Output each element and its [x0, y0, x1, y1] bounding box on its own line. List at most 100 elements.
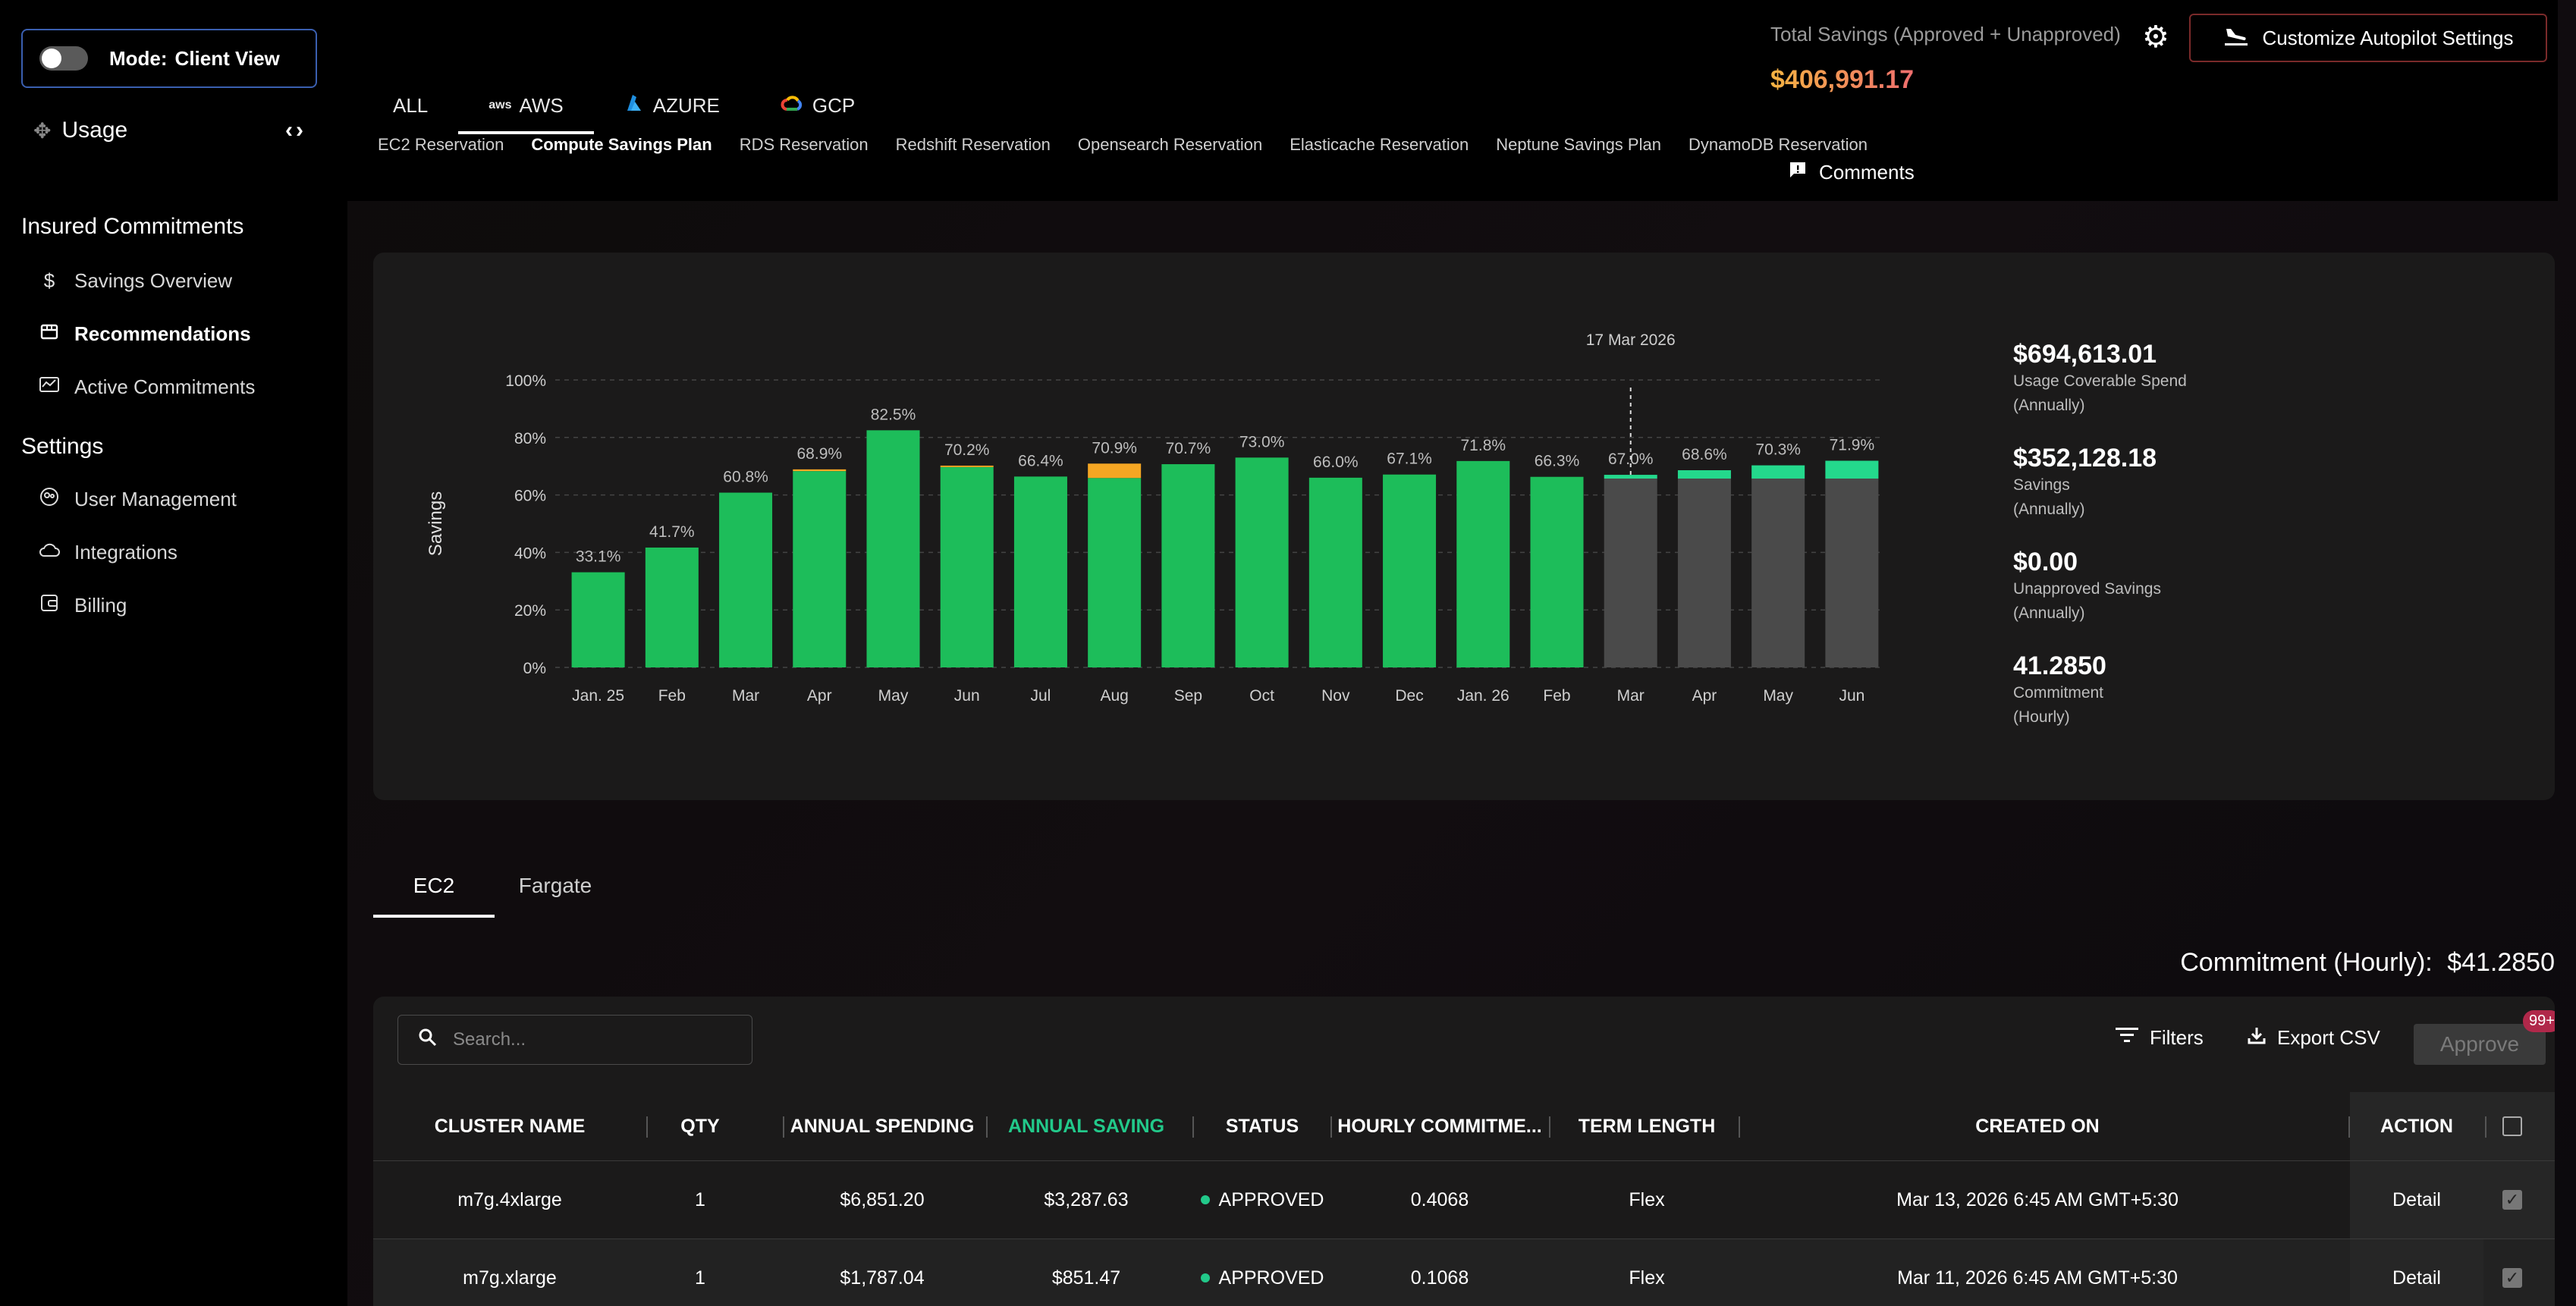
bar: [1013, 476, 1067, 667]
column-separator[interactable]: [2485, 1116, 2486, 1138]
y-axis-label: Savings: [426, 491, 446, 556]
commitment-hourly: Commitment (Hourly): $41.2850: [2180, 948, 2555, 978]
header-term-length[interactable]: TERM LENGTH: [1578, 1115, 1716, 1137]
export-csv-button[interactable]: Export CSV: [2247, 1025, 2380, 1050]
tab-rds-reservation[interactable]: RDS Reservation: [739, 135, 869, 154]
column-separator[interactable]: [783, 1116, 784, 1138]
total-savings-value: $406,991.17: [1770, 65, 1915, 94]
bar: [645, 547, 699, 667]
stat-savings: $352,128.18 Savings (Annually): [2013, 444, 2317, 522]
tab-compute-savings-plan[interactable]: Compute Savings Plan: [531, 135, 712, 154]
column-separator[interactable]: [1330, 1116, 1332, 1138]
column-separator[interactable]: [1192, 1116, 1194, 1138]
cell-annual-spending: $6,851.20: [840, 1188, 925, 1210]
header-created-on[interactable]: CREATED ON: [1975, 1115, 2100, 1137]
sidebar-item-integrations[interactable]: Integrations: [38, 535, 177, 569]
cell-status: APPROVED: [1195, 1161, 1329, 1239]
cell-created-on: Mar 13, 2026 6:45 AM GMT+5:30: [1896, 1188, 2179, 1210]
tab-label: AWS: [519, 93, 564, 117]
bar-value-label: 71.8%: [1461, 437, 1506, 454]
sidebar-item-savings-overview[interactable]: $ Savings Overview: [38, 264, 232, 297]
bar: [1530, 476, 1584, 667]
projected-bar-base: [1825, 478, 1879, 667]
checkbox[interactable]: [2502, 1116, 2522, 1136]
bar-value-label: 70.3%: [1755, 441, 1801, 459]
tab-aws[interactable]: aws AWS: [458, 80, 594, 134]
bar: [793, 471, 847, 667]
bar: [1456, 460, 1510, 667]
comment-icon: [1787, 159, 1808, 186]
mode-value: Client View: [174, 46, 280, 70]
column-separator[interactable]: [2348, 1116, 2350, 1138]
cell-status: APPROVED: [1195, 1239, 1329, 1306]
tab-label: AZURE: [652, 93, 720, 117]
header-qty[interactable]: QTY: [680, 1115, 720, 1137]
tab-redshift-reservation[interactable]: Redshift Reservation: [895, 135, 1051, 154]
filters-label: Filters: [2150, 1026, 2204, 1049]
sidebar-item-active-commitments[interactable]: Active Commitments: [38, 370, 255, 403]
sidebar-item-recommendations[interactable]: Recommendations: [38, 317, 251, 350]
bar-value-label: 70.7%: [1166, 440, 1211, 457]
bar-unapproved-segment: [793, 469, 847, 472]
sidebar-item-user-management[interactable]: User Management: [38, 482, 237, 516]
tab-label: ALL: [393, 93, 429, 117]
customize-autopilot-button[interactable]: Customize Autopilot Settings: [2189, 14, 2547, 62]
sidebar-item-billing[interactable]: Billing: [38, 589, 127, 622]
tab-ec2-reservation[interactable]: EC2 Reservation: [378, 135, 504, 154]
tab-gcp[interactable]: GCP: [750, 80, 885, 131]
checkbox[interactable]: ✓: [2502, 1268, 2522, 1288]
bar-value-label: 68.9%: [797, 445, 843, 463]
stat-unapproved-savings: $0.00 Unapproved Savings (Annually): [2013, 548, 2317, 626]
y-tick-label: 60%: [514, 488, 546, 505]
header-annual-spending[interactable]: ANNUAL SPENDING: [790, 1115, 975, 1137]
x-tick-label: Aug: [1100, 687, 1128, 705]
tab-dynamodb-reservation[interactable]: DynamoDB Reservation: [1688, 135, 1868, 154]
cell-created-on: Mar 11, 2026 6:45 AM GMT+5:30: [1897, 1267, 2178, 1289]
tab-all[interactable]: ALL: [363, 80, 458, 131]
azure-logo-icon: [624, 93, 644, 118]
table-row[interactable]: m7g.xlarge 1 $1,787.04 $851.47 APPROVED …: [373, 1239, 2555, 1306]
checkbox[interactable]: ✓: [2502, 1190, 2522, 1210]
column-separator[interactable]: [1549, 1116, 1550, 1138]
y-tick-label: 0%: [523, 660, 546, 677]
approve-button[interactable]: Approve: [2414, 1024, 2546, 1065]
gear-icon[interactable]: ⚙: [2142, 20, 2169, 54]
tab-opensearch-reservation[interactable]: Opensearch Reservation: [1077, 135, 1263, 154]
commitment-hourly-label: Commitment (Hourly):: [2180, 948, 2433, 977]
column-separator[interactable]: [1739, 1116, 1740, 1138]
header-hourly-commitment[interactable]: HOURLY COMMITME...: [1337, 1115, 1542, 1137]
column-separator[interactable]: [986, 1116, 988, 1138]
pending-count-badge: 99+: [2523, 1010, 2555, 1032]
header-action: ACTION: [2380, 1115, 2453, 1137]
stat-sublabel: (Annually): [2013, 604, 2085, 622]
header-annual-saving[interactable]: ANNUAL SAVING: [1007, 1115, 1165, 1137]
search-input[interactable]: [451, 1028, 743, 1051]
tab-neptune-savings-plan[interactable]: Neptune Savings Plan: [1496, 135, 1661, 154]
row-checkbox[interactable]: ✓: [2490, 1161, 2535, 1239]
search-box[interactable]: [397, 1015, 752, 1065]
tab-azure[interactable]: AZURE: [594, 80, 750, 131]
mode-toggle-switch[interactable]: [39, 46, 88, 71]
x-tick-label: Mar: [1617, 687, 1645, 705]
tab-elasticache-reservation[interactable]: Elasticache Reservation: [1290, 135, 1469, 154]
detail-button[interactable]: Detail: [2392, 1188, 2441, 1210]
tab-ec2[interactable]: EC2: [373, 857, 495, 918]
select-all-checkbox[interactable]: [2490, 1092, 2535, 1160]
filters-button[interactable]: Filters: [2115, 1025, 2204, 1050]
table-row[interactable]: m7g.4xlarge 1 $6,851.20 $3,287.63 APPROV…: [373, 1161, 2555, 1239]
stat-label: Savings: [2013, 476, 2070, 494]
bar: [1308, 477, 1362, 667]
cell-hourly-commitment: 0.1068: [1410, 1267, 1469, 1289]
usage-row[interactable]: ✥ Usage ‹›: [33, 114, 306, 147]
header-status[interactable]: STATUS: [1225, 1115, 1299, 1137]
export-csv-label: Export CSV: [2277, 1026, 2380, 1049]
detail-button[interactable]: Detail: [2350, 1239, 2483, 1306]
column-separator[interactable]: [646, 1116, 648, 1138]
code-arrows-icon[interactable]: ‹›: [285, 118, 306, 143]
row-checkbox[interactable]: ✓: [2490, 1239, 2535, 1306]
user-management-icon: [38, 486, 61, 513]
header-cluster-name[interactable]: CLUSTER NAME: [434, 1115, 586, 1137]
tab-fargate[interactable]: Fargate: [518, 874, 592, 897]
mode-toggle-box[interactable]: Mode: Client View: [21, 29, 317, 88]
comments-button[interactable]: Comments: [1787, 159, 1915, 186]
